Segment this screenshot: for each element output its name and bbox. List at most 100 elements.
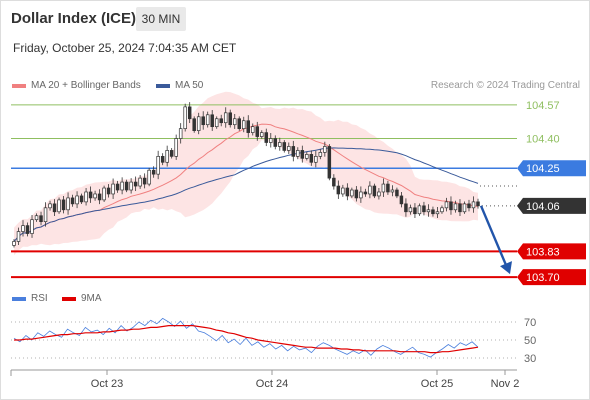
credit-text: Research © 2024 Trading Central [430, 80, 580, 91]
candle-up [377, 191, 381, 197]
candle-up [165, 150, 169, 163]
legend-ma20: MA 20 + Bollinger Bands [12, 80, 141, 91]
candle-up [260, 132, 264, 137]
level-label-text: 104.57 [526, 100, 560, 112]
x-tick-label: Oct 23 [91, 378, 123, 390]
candle-down [467, 203, 471, 209]
candle-down [160, 156, 165, 163]
timeframe-button[interactable]: 30 MIN [136, 7, 186, 31]
candle-up [178, 128, 183, 139]
timestamp: Friday, October 25, 2024 7:04:35 AM CET [13, 41, 237, 55]
candle-down [264, 132, 269, 143]
candle-down [61, 199, 66, 211]
candle-down [404, 203, 408, 213]
rsi-ma-swatch [62, 296, 76, 301]
candle-up [251, 126, 255, 133]
level-label-bg [517, 160, 586, 177]
candle-down [336, 185, 341, 195]
candle-up [102, 187, 106, 201]
candle-up [296, 150, 300, 157]
candle-up [417, 205, 422, 215]
chart-header: Dollar Index (ICE) 30 MIN [0, 0, 590, 36]
candle-down [97, 193, 102, 201]
candle-down [142, 177, 147, 185]
candle-down [354, 189, 359, 199]
candle-up [232, 118, 237, 126]
candle-up [408, 207, 413, 213]
candle-up [426, 209, 431, 213]
candle-down [70, 197, 75, 205]
candle-down [363, 191, 368, 195]
candle-up [278, 142, 282, 147]
candle-down [449, 201, 453, 211]
candle-up [174, 138, 178, 157]
candle-up [57, 199, 61, 213]
candle-down [332, 177, 336, 187]
candle-up [453, 203, 458, 211]
candle-up [359, 191, 363, 199]
bollinger-band [14, 91, 478, 256]
candle-up [318, 152, 323, 157]
candle-down [219, 118, 223, 124]
candle-up [21, 225, 25, 232]
candle-down [327, 146, 332, 179]
forecast-arrow-line [479, 205, 508, 266]
candle-down [422, 205, 426, 213]
rsi-ma-line [14, 325, 479, 354]
candle-up [381, 183, 386, 193]
candle-up [84, 191, 88, 203]
candle-up [111, 183, 115, 195]
candle-up [75, 195, 79, 205]
candle-down [124, 181, 129, 191]
candle-down [187, 106, 192, 120]
rsi-swatch [12, 296, 26, 301]
candle-down [273, 138, 278, 147]
x-tick-label: Oct 25 [421, 378, 453, 390]
level-label-bg [517, 269, 586, 286]
candle-down [115, 183, 120, 191]
candle-down [255, 126, 260, 137]
candle-up [444, 201, 449, 209]
candle-down [395, 189, 399, 197]
legend-9ma: 9MA [62, 293, 102, 304]
level-label-2: 104.25 [517, 160, 586, 177]
rsi-tick-label: 70 [524, 317, 536, 329]
candle-up [214, 118, 219, 128]
candle-up [129, 181, 133, 191]
candle-down [151, 169, 156, 175]
candle-up [390, 189, 395, 193]
candle-down [228, 112, 232, 126]
ma20-swatch [12, 83, 26, 88]
candle-down [52, 203, 57, 213]
candle-up [471, 201, 476, 209]
candle-down [386, 183, 390, 193]
candle-up [43, 207, 48, 223]
rsi-line [13, 317, 479, 358]
level-label-bg [517, 243, 586, 260]
candle-down [25, 225, 30, 234]
candle-down [237, 118, 241, 129]
candle-up [196, 116, 201, 131]
legend-ma20-label: MA 20 + Bollinger Bands [31, 80, 141, 91]
candle-up [66, 197, 70, 211]
candle-down [399, 195, 404, 205]
candle-up [156, 156, 160, 175]
legend-9ma-label: 9MA [81, 293, 102, 304]
candle-up [34, 215, 39, 221]
candle-up [314, 156, 318, 163]
level-label-text: 104.40 [526, 134, 560, 146]
candle-down [476, 201, 480, 207]
level-label-0: 104.57 [526, 100, 560, 112]
candle-down [300, 150, 305, 159]
legend-ma50-label: MA 50 [175, 80, 204, 91]
legend-rsi-label: RSI [31, 293, 48, 304]
level-label-5: 103.70 [517, 269, 586, 286]
candle-up [435, 211, 440, 215]
candle-down [79, 195, 84, 203]
candle-up [16, 231, 21, 242]
candle-down [201, 116, 205, 126]
candle-down [309, 154, 314, 163]
candle-up [205, 114, 210, 126]
candle-up [223, 112, 228, 124]
